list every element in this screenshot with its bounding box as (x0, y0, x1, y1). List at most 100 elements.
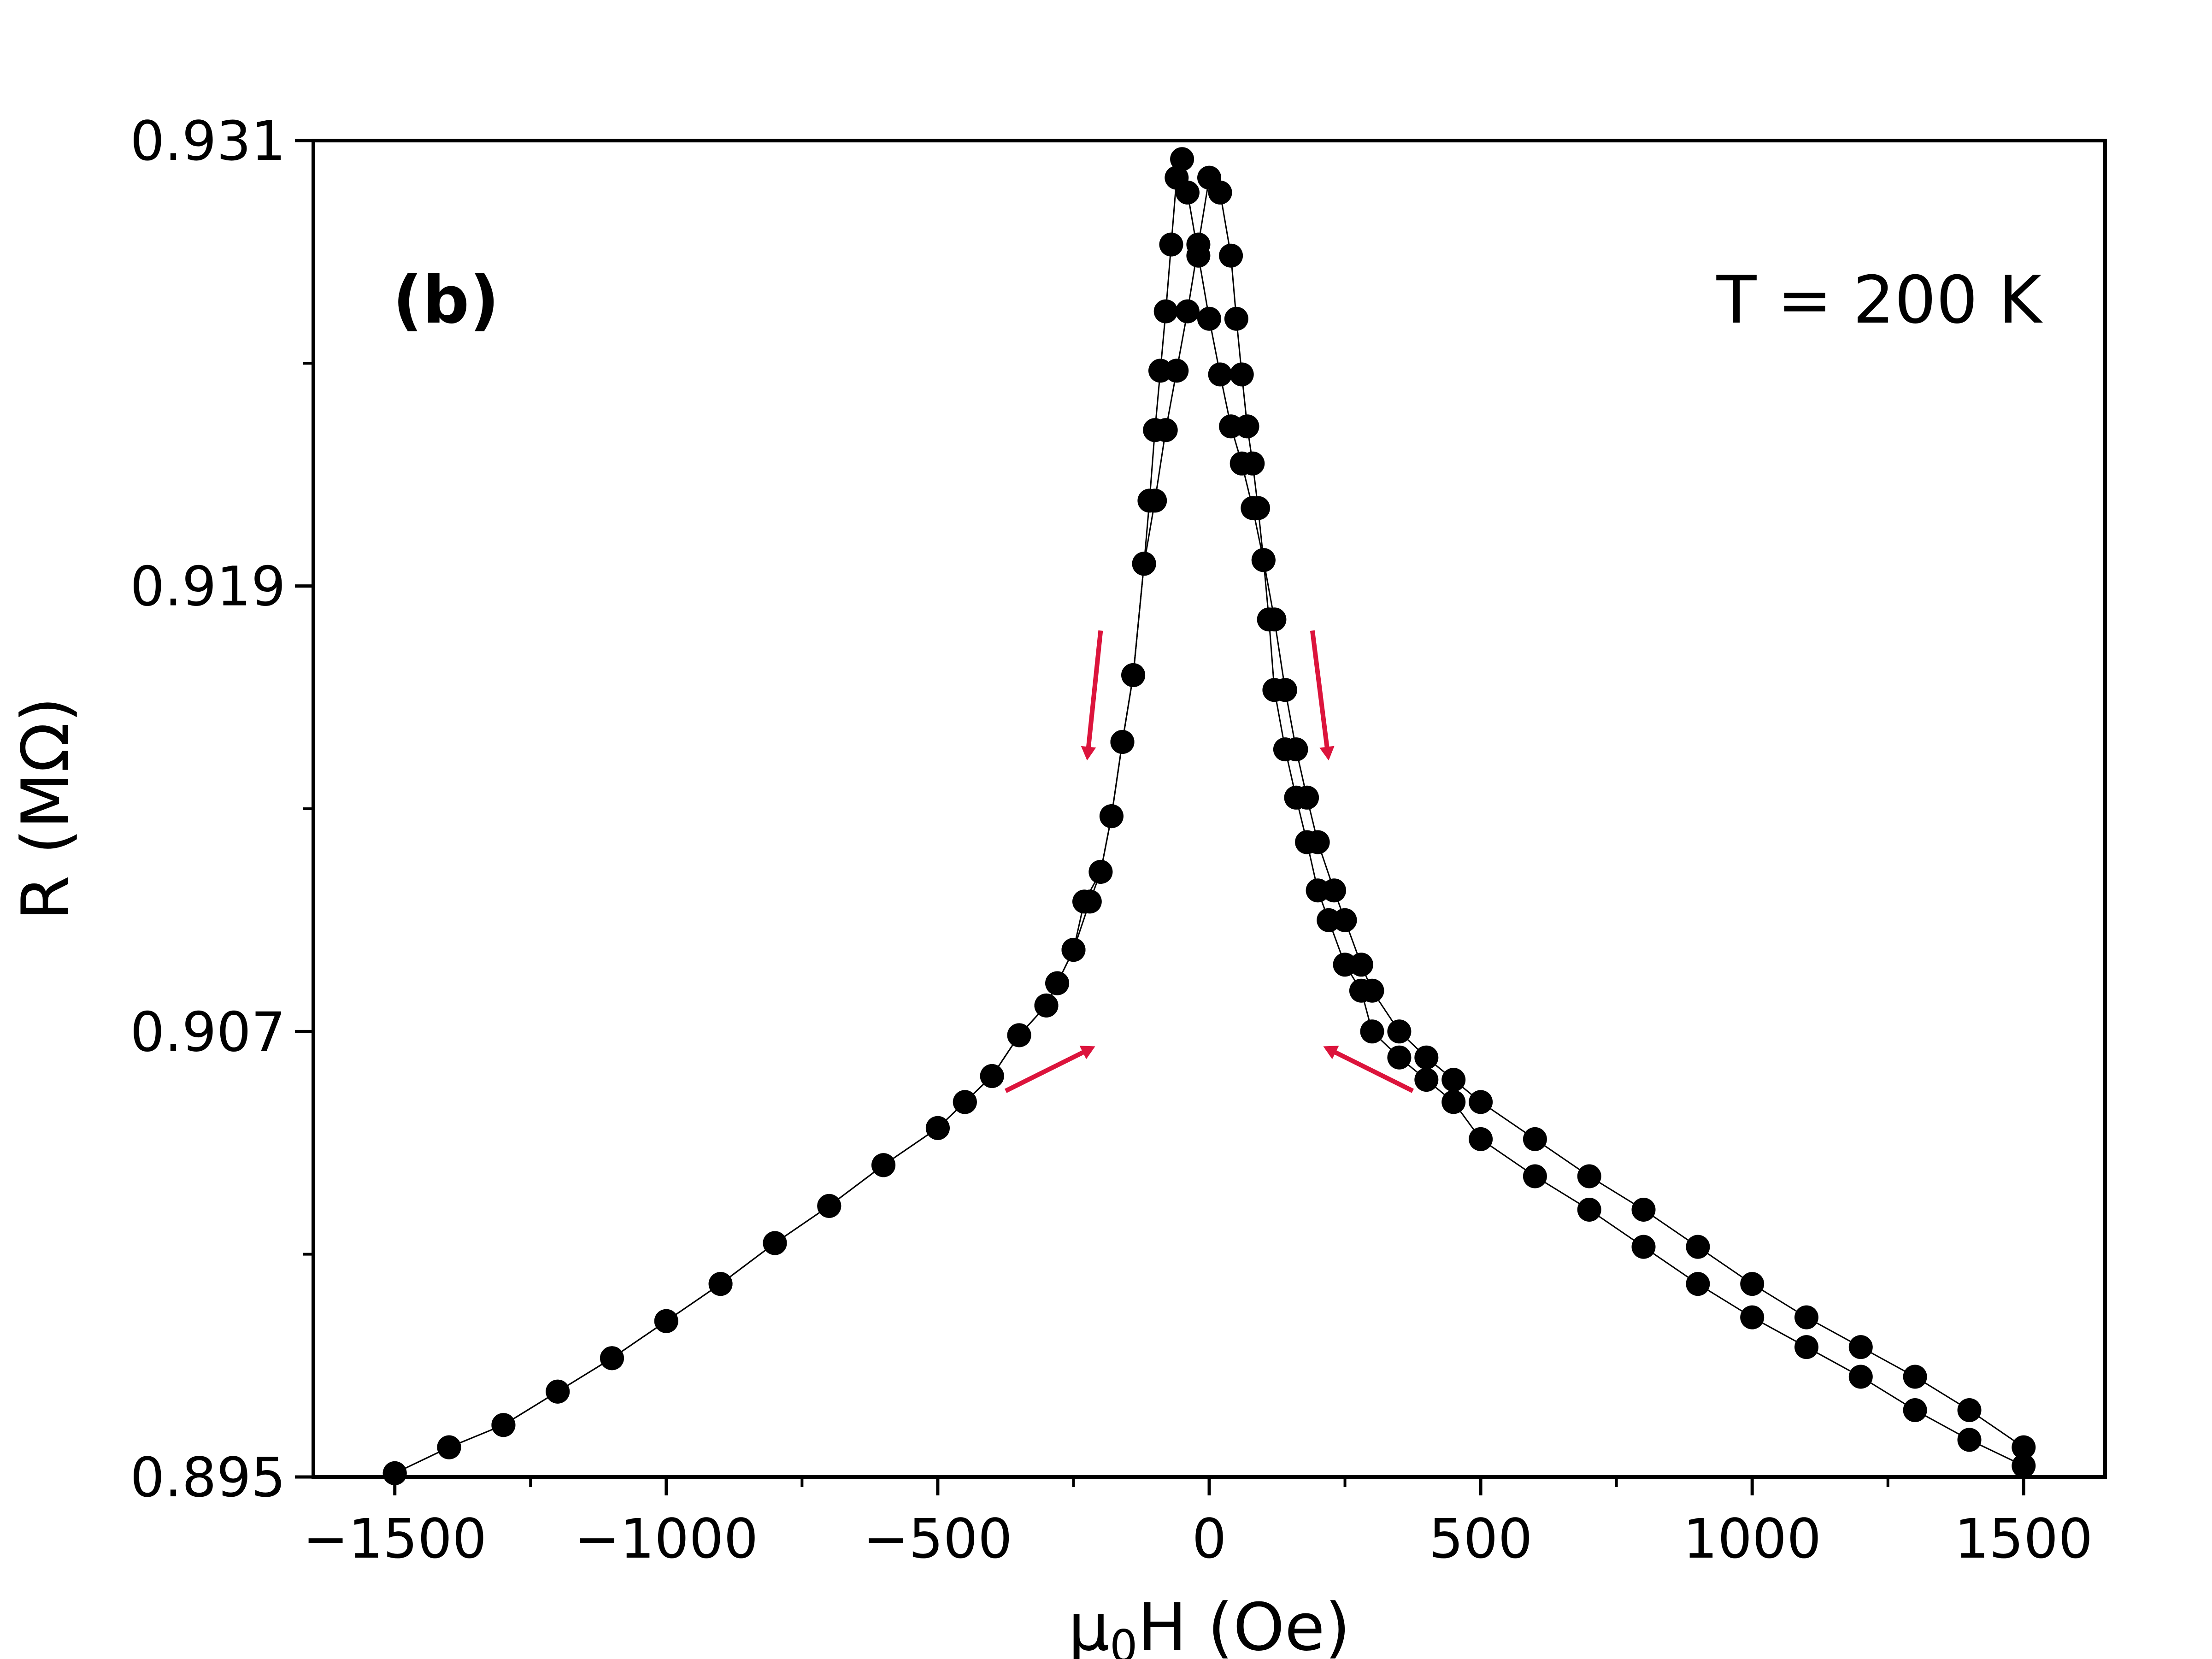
series-1-point (1631, 1235, 1656, 1259)
series-1-point (1121, 663, 1146, 687)
panel-label: (b) (393, 262, 499, 338)
series-1-point (1349, 978, 1373, 1003)
hysteresis-arrow (1323, 1046, 1414, 1093)
series-0-point (1414, 1045, 1439, 1070)
series-0-point (1903, 1365, 1927, 1389)
series-1-point (1577, 1198, 1601, 1222)
series-0-point (1159, 232, 1183, 257)
series-1-point (1241, 451, 1265, 476)
y-tick-label: 0.931 (130, 109, 286, 173)
hysteresis-arrow-shaft (1310, 630, 1330, 752)
series-1-point (1034, 993, 1059, 1018)
series-1-point (600, 1346, 624, 1371)
series-1-point (1007, 1023, 1031, 1047)
series-1-point (1284, 785, 1308, 810)
arrow-layer (1004, 630, 1414, 1093)
series-0-point (1170, 147, 1194, 171)
series-1-point (1143, 488, 1167, 513)
series-1-point (1441, 1090, 1466, 1114)
series-1-point (1246, 496, 1270, 520)
series-1-point (1333, 953, 1357, 977)
x-axis-label-rest: H (Oe) (1137, 1589, 1350, 1659)
series-1-point (1523, 1164, 1547, 1188)
series-0-point (1686, 1235, 1710, 1259)
series-0-point (1387, 1019, 1412, 1044)
hysteresis-arrow-shaft (1004, 1048, 1088, 1093)
series-0-point (1957, 1398, 1982, 1422)
hysteresis-arrow-shaft (1330, 1048, 1414, 1093)
x-axis-label: μ0H (Oe) (1068, 1589, 1351, 1659)
series-1-point (1740, 1305, 1765, 1330)
x-tick-label: 1000 (1683, 1507, 1821, 1571)
series-0-point (1523, 1127, 1547, 1151)
x-tick-label: 1500 (1954, 1507, 2093, 1571)
series-0-point (1740, 1272, 1765, 1296)
series-1-point (1230, 362, 1254, 387)
series-0-point (1153, 299, 1178, 324)
series-1-point (1469, 1127, 1493, 1151)
series-1-point (1099, 804, 1124, 829)
series-1-point (1686, 1272, 1710, 1296)
series-0-point (1794, 1305, 1818, 1330)
series-1-point (1110, 730, 1135, 754)
series-0-point (1469, 1090, 1493, 1114)
series-1-point (1153, 418, 1178, 442)
x-tick-label: 500 (1429, 1507, 1532, 1571)
series-1-point (1794, 1335, 1818, 1359)
series-1-point (1957, 1428, 1982, 1452)
hysteresis-arrow-head (1079, 1046, 1095, 1059)
series-0-point (1197, 306, 1221, 331)
y-tick-label: 0.919 (130, 555, 286, 618)
x-axis-label-mu: μ (1068, 1589, 1110, 1659)
series-1-point (1224, 306, 1248, 331)
data-layer (382, 147, 2036, 1485)
x-axis-label-subscript: 0 (1110, 1621, 1137, 1659)
y-tick-label: 0.907 (130, 1000, 286, 1064)
series-1-point (1165, 359, 1189, 383)
x-tick-label: −500 (863, 1507, 1012, 1571)
series-1-point (491, 1413, 516, 1437)
series-1-point (1061, 938, 1086, 962)
hysteresis-arrow-head (1081, 746, 1096, 761)
series-0-point (1208, 362, 1232, 387)
hysteresis-arrow (1081, 630, 1103, 761)
series-1-point (1208, 180, 1232, 205)
series-0-point (1577, 1164, 1601, 1188)
series-1-point (1175, 299, 1200, 324)
series-0-point (1848, 1335, 1873, 1359)
series-1-point (1045, 971, 1070, 995)
series-1-point (1219, 243, 1243, 268)
hysteresis-arrow (1310, 630, 1335, 761)
hysteresis-arrow-head (1323, 1046, 1339, 1059)
series-1-point (925, 1116, 950, 1140)
series-1-point (1132, 552, 1156, 576)
series-1-point (437, 1435, 461, 1459)
x-tick-label: −1500 (303, 1507, 487, 1571)
y-tick-label: 0.895 (130, 1446, 286, 1509)
series-1-point (1186, 232, 1211, 257)
hysteresis-arrow-head (1319, 746, 1335, 761)
series-1-point (1848, 1365, 1873, 1389)
series-1-point (1306, 878, 1330, 903)
series-1-point (1387, 1045, 1412, 1070)
series-1-point (1360, 1019, 1384, 1044)
hysteresis-arrow-shaft (1086, 630, 1103, 752)
series-1-point (1262, 678, 1287, 702)
series-1-point (763, 1231, 787, 1255)
series-1-point (953, 1090, 977, 1114)
series-1-point (1251, 548, 1276, 572)
series-1-point (1072, 889, 1096, 914)
series-1-point (654, 1309, 678, 1333)
series-1-point (2012, 1453, 2036, 1478)
hysteresis-arrow (1004, 1046, 1095, 1093)
series-1-point (708, 1272, 733, 1296)
series-0-point (2012, 1435, 2036, 1459)
series-0-point (1441, 1068, 1466, 1092)
series-0-point (1165, 165, 1189, 190)
y-axis-label: R (MΩ) (8, 697, 84, 921)
series-1-point (1273, 737, 1297, 762)
series-1-point (382, 1461, 407, 1485)
series-0-point (1631, 1198, 1656, 1222)
series-1-point (1235, 414, 1259, 439)
